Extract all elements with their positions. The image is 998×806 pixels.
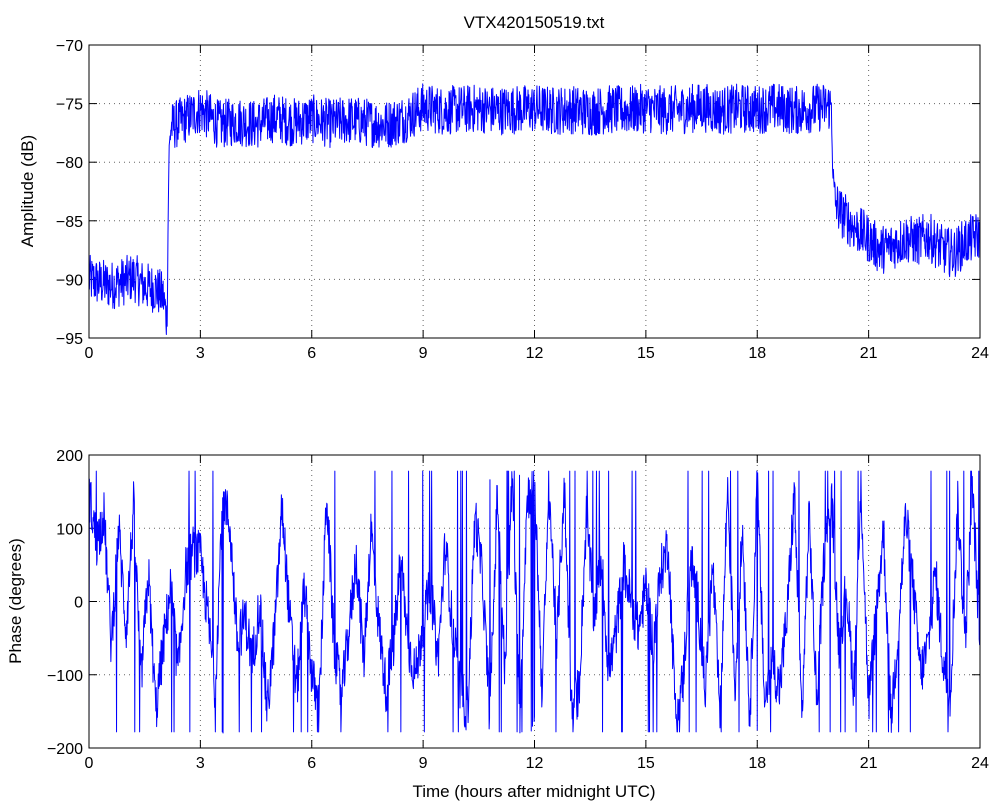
phase-plot-frame [88, 454, 981, 749]
y-tick-label: −90 [56, 272, 83, 289]
amplitude-plot-frame [88, 44, 981, 339]
y-tick-label: −200 [47, 741, 83, 758]
x-tick-label: 21 [860, 755, 878, 772]
x-tick-label: 12 [526, 755, 544, 772]
x-tick-label: 9 [419, 755, 428, 772]
phase-ticks: 0 3 6 9 12 15 18 21 24 200 100 0 −100 −200 [47, 448, 989, 772]
chart-title: VTX420150519.txt [464, 13, 605, 32]
x-tick-label: 18 [748, 345, 766, 362]
y-tick-label: −85 [56, 214, 83, 231]
x-tick-label: 6 [307, 345, 316, 362]
amplitude-series [88, 83, 981, 335]
x-tick-label: 3 [196, 755, 205, 772]
x-tick-label: 15 [637, 345, 655, 362]
y-tick-label: 100 [56, 521, 83, 538]
x-tick-label: 9 [419, 345, 428, 362]
x-tick-label: 0 [85, 755, 94, 772]
phase-y-axis-label: Phase (degrees) [6, 538, 25, 664]
x-tick-label: 24 [971, 345, 989, 362]
y-tick-label: −95 [56, 331, 83, 348]
x-tick-label: 21 [860, 345, 878, 362]
y-tick-label: 0 [74, 595, 83, 612]
y-tick-label: −70 [56, 38, 83, 55]
x-tick-label: 0 [85, 345, 94, 362]
y-tick-label: 200 [56, 448, 83, 465]
x-tick-label: 24 [971, 755, 989, 772]
phase-panel: 0 3 6 9 12 15 18 21 24 200 100 0 −100 −200 Phase (deg… [6, 448, 989, 801]
phase-x-axis-label: Time (hours after midnight UTC) [412, 782, 655, 801]
x-tick-label: 18 [748, 755, 766, 772]
x-tick-label: 6 [307, 755, 316, 772]
series-line-0 [88, 83, 981, 335]
x-tick-label: 15 [637, 755, 655, 772]
y-tick-label: −80 [56, 155, 83, 172]
amplitude-grid [89, 45, 980, 338]
y-tick-label: −75 [56, 97, 83, 114]
amplitude-ticks: 0 3 6 9 12 15 18 21 24 −70 −75 −80 −85 −90 −95 [56, 38, 989, 362]
amplitude-y-axis-label: Amplitude (dB) [18, 135, 37, 247]
y-tick-label: −100 [47, 668, 83, 685]
phase-series [88, 470, 981, 734]
x-tick-label: 12 [526, 345, 544, 362]
amplitude-panel: VTX420150519.txt 0 3 6 9 12 15 18 21 24 −70 −75 −80… [18, 13, 989, 362]
x-tick-label: 3 [196, 345, 205, 362]
series-line-0 [88, 470, 981, 734]
